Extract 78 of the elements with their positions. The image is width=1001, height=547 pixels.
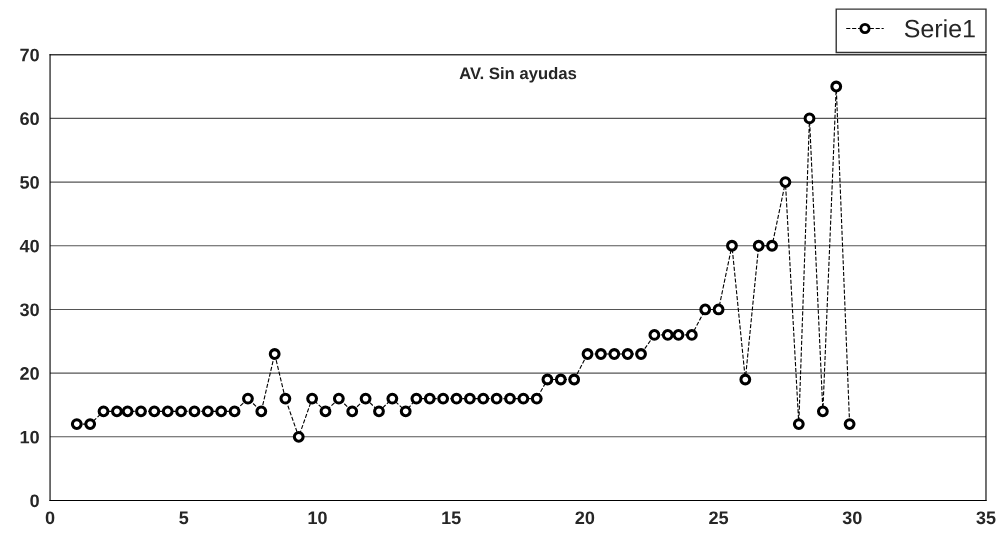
point	[816, 405, 829, 418]
point	[188, 405, 201, 418]
point	[319, 405, 332, 418]
point	[97, 405, 110, 418]
point	[121, 405, 134, 418]
point	[228, 405, 241, 418]
point	[490, 392, 503, 405]
point	[135, 405, 147, 418]
point	[568, 373, 581, 386]
point	[581, 348, 594, 360]
point	[346, 405, 359, 418]
y-tick-label: 30	[19, 303, 39, 317]
x-tick-label: 20	[575, 511, 595, 525]
x-tick-label: 10	[308, 511, 327, 525]
y-tick-label: 20	[20, 367, 39, 380]
point	[648, 329, 661, 341]
y-tick-label: 50	[20, 176, 39, 189]
point	[621, 348, 634, 360]
point	[685, 329, 698, 341]
point	[712, 303, 725, 316]
y-tick-label: 60	[20, 112, 39, 126]
y-tick-label: 10	[20, 430, 39, 444]
x-tick-label: 0	[45, 511, 55, 525]
point	[437, 392, 450, 405]
point	[332, 392, 345, 405]
legend-label: Serie1	[904, 19, 975, 38]
point	[268, 348, 281, 360]
point	[463, 392, 476, 405]
point	[672, 329, 685, 341]
point	[242, 392, 254, 405]
point	[830, 80, 843, 93]
y-tick-label: 70	[20, 48, 39, 62]
y-tick-label: 0	[30, 494, 39, 508]
point	[726, 239, 738, 252]
x-tick-label: 25	[709, 511, 729, 525]
point	[530, 392, 543, 405]
point	[399, 405, 412, 418]
y-tick-label: 40	[19, 239, 39, 253]
point	[292, 430, 305, 443]
point	[215, 405, 228, 418]
point	[386, 392, 399, 405]
point	[661, 329, 674, 341]
point	[594, 348, 607, 360]
point	[450, 392, 463, 405]
point	[410, 392, 423, 405]
point	[110, 405, 123, 418]
point	[306, 392, 319, 405]
point	[517, 392, 530, 405]
point	[739, 373, 752, 386]
point	[359, 392, 372, 405]
point	[803, 112, 816, 125]
text: AV. Sin ayudas	[459, 66, 577, 83]
point	[843, 418, 856, 430]
point	[201, 405, 214, 418]
point	[148, 405, 161, 418]
point	[554, 373, 567, 386]
point	[161, 405, 174, 418]
point	[541, 373, 554, 386]
point	[779, 176, 792, 188]
point	[279, 392, 292, 405]
point	[175, 405, 187, 418]
point	[792, 418, 805, 430]
point	[373, 405, 385, 418]
point	[699, 303, 712, 316]
point	[766, 239, 778, 252]
x-tick-label: 15	[442, 511, 461, 525]
x-tick-label: 35	[976, 511, 996, 525]
point	[504, 392, 516, 405]
point	[608, 348, 621, 360]
point	[423, 392, 436, 405]
point	[752, 239, 765, 252]
x-tick-label: 30	[842, 511, 862, 525]
point	[635, 348, 647, 360]
point	[255, 405, 268, 418]
point	[477, 392, 490, 405]
point	[84, 418, 97, 430]
point	[70, 418, 83, 430]
x-tick-label: 5	[179, 511, 189, 525]
